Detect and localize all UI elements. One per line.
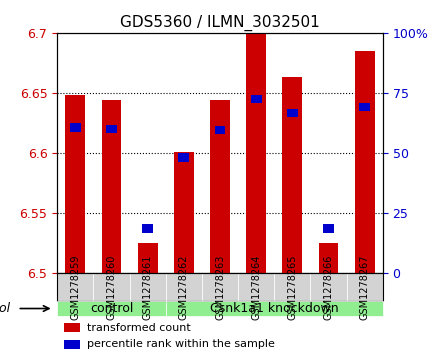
Bar <box>142 224 153 233</box>
Bar <box>174 152 194 273</box>
Bar <box>166 273 202 301</box>
Bar <box>102 100 121 273</box>
Text: control: control <box>90 302 133 315</box>
Text: GSM1278259: GSM1278259 <box>70 254 80 320</box>
Bar <box>251 94 262 103</box>
Text: percentile rank within the sample: percentile rank within the sample <box>87 339 275 349</box>
Bar <box>64 323 80 332</box>
Bar <box>355 51 375 273</box>
Text: GSM1278266: GSM1278266 <box>323 254 334 319</box>
Bar <box>138 243 158 273</box>
Bar <box>319 243 338 273</box>
Bar <box>64 339 80 348</box>
Bar <box>282 77 302 273</box>
Text: Csnk1a1 knockdown: Csnk1a1 knockdown <box>210 302 338 315</box>
Bar <box>178 153 189 162</box>
Bar <box>287 109 298 117</box>
Text: GSM1278267: GSM1278267 <box>360 254 370 320</box>
Text: GSM1278262: GSM1278262 <box>179 254 189 320</box>
Bar <box>323 224 334 233</box>
Bar <box>215 126 225 134</box>
Title: GDS5360 / ILMN_3032501: GDS5360 / ILMN_3032501 <box>120 15 320 31</box>
Text: GSM1278264: GSM1278264 <box>251 254 261 319</box>
Text: protocol: protocol <box>0 302 10 315</box>
Bar <box>210 100 230 273</box>
Bar <box>129 273 166 301</box>
Text: transformed count: transformed count <box>87 323 190 333</box>
Text: GSM1278265: GSM1278265 <box>287 254 297 320</box>
Bar <box>359 103 370 111</box>
Bar <box>93 273 129 301</box>
Bar <box>166 301 383 316</box>
Bar <box>66 95 85 273</box>
Bar <box>202 273 238 301</box>
Bar <box>246 33 266 273</box>
Bar <box>57 301 166 316</box>
Text: GSM1278260: GSM1278260 <box>106 254 117 319</box>
Text: GSM1278263: GSM1278263 <box>215 254 225 319</box>
Bar <box>70 123 81 132</box>
Bar <box>106 125 117 133</box>
Bar <box>238 273 274 301</box>
Bar <box>347 273 383 301</box>
Bar <box>311 273 347 301</box>
Bar <box>57 273 383 301</box>
Bar <box>274 273 311 301</box>
Text: GSM1278261: GSM1278261 <box>143 254 153 319</box>
Bar <box>57 273 93 301</box>
